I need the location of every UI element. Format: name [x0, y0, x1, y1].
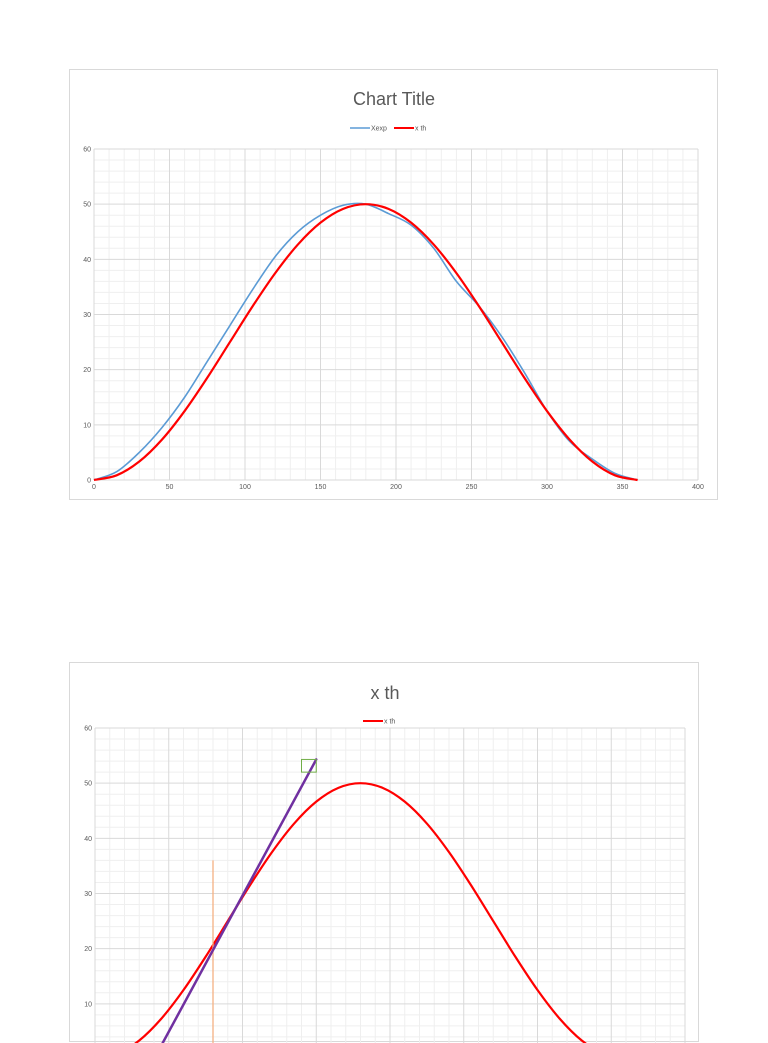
chart2-chart-title: x th	[370, 683, 399, 703]
chart2-marker-box	[301, 758, 317, 773]
chart1-x-tick-label: 150	[315, 484, 327, 491]
chart1-x-tick-label: 100	[239, 484, 251, 491]
chart1-y-tick-label: 0	[87, 478, 91, 485]
chart1-legend-label-1: x th	[415, 126, 426, 133]
chart-1-svg: 0 10 20 30 40 50 60 0 50 100 150 200 250 300 350 400 Cha…	[83, 89, 704, 491]
chart-2-svg: 10 20 30 40 50 60 x th x th	[84, 683, 686, 1043]
chart1-x-tick-label: 200	[390, 484, 402, 491]
chart1-y-tick-label: 20	[83, 367, 91, 374]
chart2-y-tick-label: 50	[84, 781, 92, 788]
chart-area-2: 10 20 30 40 50 60 x th x th	[69, 662, 699, 1043]
chart1-x-tick-label: 50	[166, 484, 174, 491]
chart1-x-tick-label: 250	[466, 484, 478, 491]
chart1-y-tick-label: 60	[83, 147, 91, 154]
chart1-x-tick-label: 350	[617, 484, 629, 491]
chart2-y-tick-label: 40	[84, 836, 92, 843]
chart2-tangent-line	[161, 758, 318, 1043]
chart1-plot-group	[93, 202, 638, 482]
chart2-y-tick-label: 20	[84, 946, 92, 953]
chart2-y-tick-label: 60	[84, 726, 92, 733]
chart1-x-tick-label: 0	[92, 484, 96, 491]
chart1-legend-label-0: Xexp	[371, 126, 387, 133]
chart1-y-tick-label: 40	[83, 257, 91, 264]
chart-area-1: 0 10 20 30 40 50 60 0 50 100 150 200 250 300 350 400 Cha…	[69, 69, 718, 500]
chart1-x-tick-label: 300	[541, 484, 553, 491]
chart1-y-tick-label: 50	[83, 202, 91, 209]
chart1-y-tick-label: 10	[83, 422, 91, 429]
chart1-series-line-1	[93, 203, 638, 482]
chart1-x-tick-label: 400	[692, 484, 704, 491]
chart2-y-tick-label: 10	[84, 1001, 92, 1008]
chart2-y-tick-label: 30	[84, 891, 92, 898]
chart2-legend-label-0: x th	[384, 719, 395, 726]
chart2-series-line-0	[134, 782, 587, 1043]
chart1-y-tick-label: 30	[83, 312, 91, 319]
chart1-chart-title: Chart Title	[353, 89, 435, 109]
